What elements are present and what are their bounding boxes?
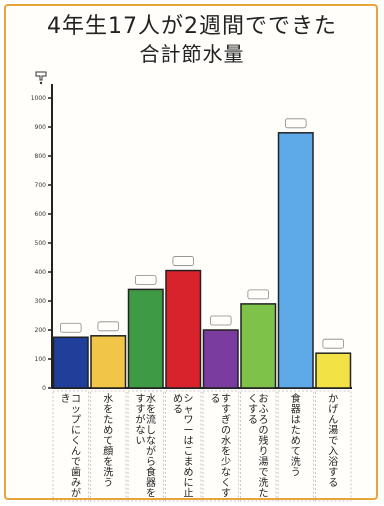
category-label: 水を流しながら食器をすすがない bbox=[136, 393, 157, 500]
category-label: 水をためて顔を洗う bbox=[103, 393, 113, 489]
faucet-icon bbox=[35, 71, 47, 85]
y-tick-label: 700 bbox=[35, 182, 47, 189]
y-tick-label: 800 bbox=[35, 153, 47, 160]
category-label: すすぎの水を少なくする bbox=[211, 393, 232, 500]
bar-illustration-icon bbox=[134, 274, 157, 285]
bar bbox=[127, 288, 164, 389]
bar-illustration-icon bbox=[172, 256, 194, 266]
bar-illustration-icon bbox=[247, 289, 269, 300]
label-box bbox=[90, 390, 127, 502]
category-label: 食器はためて洗う bbox=[291, 392, 301, 479]
bar-illustration-icon bbox=[284, 118, 307, 129]
bar bbox=[315, 352, 352, 389]
bar bbox=[90, 335, 127, 389]
label-box bbox=[165, 390, 202, 502]
label-box bbox=[277, 390, 314, 502]
bar bbox=[202, 329, 239, 389]
chart-subtitle: 合計節水量 bbox=[139, 42, 245, 66]
bar bbox=[240, 303, 277, 389]
category-label: コップにくんで歯みがき bbox=[61, 393, 82, 500]
bar bbox=[165, 269, 202, 389]
y-tick-label: 200 bbox=[35, 327, 47, 334]
chart-title: 4年生17人が2週間でできた bbox=[47, 14, 337, 39]
bar-illustration-icon bbox=[209, 315, 232, 326]
bar bbox=[52, 336, 89, 389]
label-box bbox=[52, 390, 89, 502]
bar-illustration-icon bbox=[97, 321, 120, 332]
bar-illustration-icon bbox=[60, 322, 82, 333]
category-label: おふろの残り湯で洗たくする bbox=[248, 393, 269, 500]
y-tick-label: 600 bbox=[35, 211, 47, 218]
label-box bbox=[315, 390, 352, 502]
y-tick-label: 100 bbox=[35, 356, 47, 363]
label-box bbox=[240, 390, 277, 502]
y-tick-label: 0 bbox=[42, 385, 46, 392]
bar-illustration-icon bbox=[322, 338, 344, 349]
category-label: かげん湯で入浴する bbox=[328, 393, 338, 489]
y-tick-label: 900 bbox=[35, 124, 47, 131]
label-box bbox=[127, 390, 164, 502]
label-box bbox=[202, 390, 239, 502]
y-tick-label: 1000 bbox=[31, 95, 46, 102]
y-tick-label: 500 bbox=[35, 240, 47, 247]
y-tick-label: 400 bbox=[35, 269, 47, 276]
y-tick-label: 300 bbox=[35, 298, 47, 305]
category-label: シャワーはこまめに止める bbox=[173, 393, 194, 500]
bar bbox=[277, 132, 314, 389]
